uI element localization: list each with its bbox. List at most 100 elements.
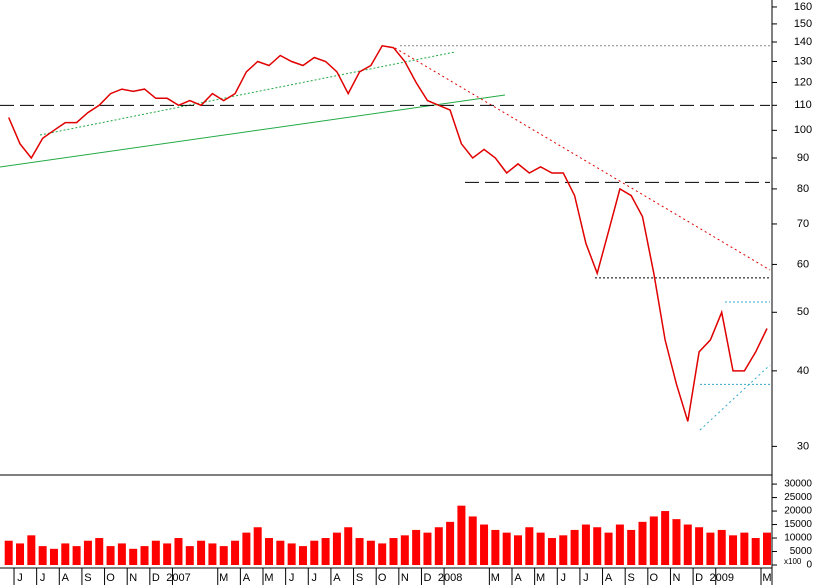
x-tick-label: A xyxy=(333,572,341,584)
volume-bar xyxy=(321,538,330,565)
x-tick-label: N xyxy=(129,572,137,584)
volume-bar xyxy=(547,538,556,565)
volume-bar xyxy=(287,543,296,565)
y-tick-label: 50 xyxy=(797,306,809,318)
volume-bar xyxy=(581,524,590,565)
y-tick-label: 10000 xyxy=(784,533,812,544)
volume-bar xyxy=(197,540,206,565)
y-tick-label: 15000 xyxy=(784,519,812,530)
y-tick-label: 30 xyxy=(797,440,809,452)
volume-bar xyxy=(219,546,228,565)
volume-bar xyxy=(276,540,285,565)
volume-bar xyxy=(49,548,58,565)
volume-bar xyxy=(389,538,398,565)
volume-bar xyxy=(491,529,500,565)
x-tick-label: D xyxy=(423,572,431,584)
x-tick-label: A xyxy=(514,572,522,584)
volume-bar xyxy=(559,535,568,565)
volume-bar xyxy=(4,540,13,565)
volume-bar xyxy=(638,521,647,565)
y-tick-label: 110 xyxy=(794,99,812,111)
trend-line xyxy=(699,364,771,431)
volume-bar xyxy=(649,516,658,565)
x-tick-label: J xyxy=(561,572,567,584)
volume-bar xyxy=(242,532,251,565)
volume-bar xyxy=(38,546,47,565)
x-tick-label: S xyxy=(356,572,363,584)
volume-bar xyxy=(434,527,443,565)
volume-bar xyxy=(95,538,104,565)
trend-line xyxy=(0,94,506,168)
volume-bar xyxy=(83,540,92,565)
volume-bar xyxy=(208,543,217,565)
volume-bar xyxy=(16,543,25,565)
y-tick-label: 20000 xyxy=(784,506,812,517)
volume-bar xyxy=(468,516,477,565)
volume-bar xyxy=(117,543,126,565)
x-tick-label: A xyxy=(605,572,613,584)
volume-bar xyxy=(706,532,715,565)
y-tick-label: 60 xyxy=(797,258,809,270)
volume-bar xyxy=(163,543,172,565)
x-tick-label: M xyxy=(264,572,273,584)
x-tick-label: M xyxy=(491,572,500,584)
volume-bar xyxy=(593,527,602,565)
y-tick-label: 30000 xyxy=(784,479,812,490)
volume-bar xyxy=(729,535,738,565)
volume-bar xyxy=(457,505,466,565)
volume-bar xyxy=(695,527,704,565)
x-tick-label: N xyxy=(401,572,409,584)
volume-bar xyxy=(661,511,670,565)
x-tick-label: 2008 xyxy=(438,572,462,584)
volume-bar xyxy=(174,538,183,565)
y-tick-label: 90 xyxy=(797,152,809,164)
x-tick-label: O xyxy=(378,572,387,584)
x-tick-label: S xyxy=(84,572,91,584)
x-tick-label: D xyxy=(152,572,160,584)
y-tick-label: 80 xyxy=(797,183,809,195)
price-line xyxy=(8,44,768,422)
x-tick-label: A xyxy=(62,572,70,584)
x-tick-label: S xyxy=(628,572,635,584)
volume-bar xyxy=(366,540,375,565)
volume-bar xyxy=(570,529,579,565)
volume-bar xyxy=(344,527,353,565)
volume-bar xyxy=(717,529,726,565)
volume-bar xyxy=(61,543,70,565)
volume-bar xyxy=(140,546,149,565)
volume-bar xyxy=(298,546,307,565)
y-tick-label: 150 xyxy=(794,18,812,30)
volume-bar xyxy=(627,529,636,565)
x-tick-label: O xyxy=(650,572,659,584)
volume-bar xyxy=(129,548,138,565)
volume-bar xyxy=(72,546,81,565)
x-tick-label: N xyxy=(672,572,680,584)
volume-bar xyxy=(265,538,274,565)
volume-bar xyxy=(378,543,387,565)
volume-bar xyxy=(446,521,455,565)
y-tick-label: 100 xyxy=(794,124,812,136)
x-tick-label: M xyxy=(762,572,771,584)
volume-bar xyxy=(480,524,489,565)
volume-bar xyxy=(27,535,36,565)
y-tick-label: 0 xyxy=(806,560,812,571)
y-tick-label: 40 xyxy=(797,365,809,377)
volume-bar xyxy=(683,524,692,565)
x-tick-label: 2009 xyxy=(709,572,733,584)
x-tick-label: J xyxy=(40,572,46,584)
volume-bar xyxy=(400,535,409,565)
volume-bar xyxy=(355,538,364,565)
x-tick-label: O xyxy=(106,572,115,584)
volume-bar xyxy=(763,532,771,565)
volume-bar xyxy=(412,529,421,565)
y-tick-label: 160 xyxy=(794,1,812,13)
x-tick-label: M xyxy=(536,572,545,584)
volume-bar xyxy=(310,540,319,565)
x-tick-label: J xyxy=(312,572,318,584)
volume-unit: x100 xyxy=(784,557,802,566)
y-tick-label: 130 xyxy=(794,55,812,67)
volume-bar xyxy=(525,527,534,565)
volume-bar xyxy=(253,527,262,565)
x-tick-label: A xyxy=(243,572,251,584)
